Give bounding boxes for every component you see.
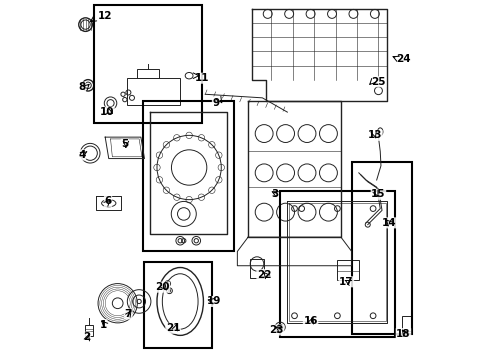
Text: 13: 13 bbox=[367, 130, 381, 140]
Text: 1: 1 bbox=[100, 320, 107, 330]
Text: 16: 16 bbox=[303, 316, 317, 326]
Text: 18: 18 bbox=[395, 329, 410, 339]
Text: 12: 12 bbox=[98, 11, 112, 21]
Text: 19: 19 bbox=[206, 296, 221, 306]
Bar bbox=[401, 316, 411, 331]
Text: 20: 20 bbox=[155, 282, 169, 292]
Text: 3: 3 bbox=[271, 189, 278, 199]
Text: 8: 8 bbox=[78, 82, 85, 92]
Text: 7: 7 bbox=[124, 309, 132, 319]
Text: 23: 23 bbox=[269, 325, 284, 335]
Text: 6: 6 bbox=[104, 197, 111, 206]
Text: 25: 25 bbox=[370, 77, 385, 87]
Bar bbox=[142, 102, 233, 251]
Text: 15: 15 bbox=[370, 189, 385, 199]
Bar bbox=[280, 191, 394, 337]
Text: 9: 9 bbox=[212, 98, 219, 108]
Text: 10: 10 bbox=[100, 107, 114, 117]
Bar bbox=[137, 69, 159, 78]
Bar bbox=[144, 262, 212, 348]
Text: 14: 14 bbox=[381, 218, 396, 228]
Bar bbox=[337, 260, 358, 280]
Text: 4: 4 bbox=[78, 150, 85, 160]
Bar bbox=[84, 325, 93, 336]
Bar bbox=[351, 162, 411, 334]
Bar bbox=[249, 258, 264, 278]
Text: 2: 2 bbox=[83, 332, 90, 342]
Text: 17: 17 bbox=[338, 277, 353, 287]
Circle shape bbox=[168, 289, 171, 292]
Bar bbox=[126, 78, 180, 105]
Bar bbox=[94, 5, 201, 123]
Text: 11: 11 bbox=[194, 73, 208, 83]
Text: 21: 21 bbox=[165, 323, 180, 333]
Circle shape bbox=[166, 282, 169, 285]
Text: 22: 22 bbox=[256, 270, 271, 280]
Text: 24: 24 bbox=[395, 54, 410, 64]
Text: 5: 5 bbox=[121, 139, 128, 149]
